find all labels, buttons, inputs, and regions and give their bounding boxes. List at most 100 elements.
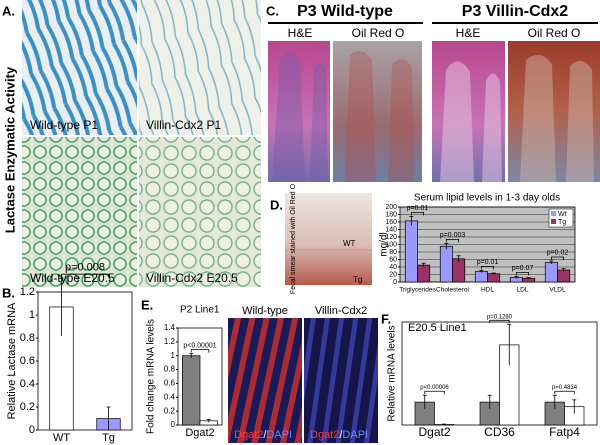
panel-label: E. (141, 297, 153, 312)
panel-label: B. (2, 285, 15, 300)
bar (452, 258, 466, 283)
chart-title: Serum lipid levels in 1-3 day olds (414, 193, 560, 204)
bar (182, 355, 201, 426)
image-fluorescence-cdx2 (304, 318, 378, 443)
x-tick-label: Triglycerides (399, 287, 436, 294)
stain-b: DAPI (342, 429, 368, 441)
y-tick-label: 140 (385, 226, 397, 233)
group-title: P3 Wild-type (297, 3, 393, 20)
significance-bracket (410, 211, 425, 216)
image-label: Villin-Cdx2 (315, 305, 367, 317)
y-axis-label: Relative Lactase mRNA (6, 302, 18, 419)
chart-title: E20.5 Line1 (408, 322, 467, 334)
villi-shape (520, 54, 594, 182)
significance-bracket (190, 349, 210, 353)
stain-label: H&E (456, 26, 481, 40)
y-tick-label: 1.2 (20, 286, 35, 298)
y-tick-label: 0 (393, 279, 397, 286)
y-tick-label: 1.4 (164, 323, 176, 332)
villi-shape (440, 61, 502, 182)
image-cdx2-e20 (139, 137, 261, 287)
image-caption: Fecal smear stained with Oil Red O (290, 183, 297, 294)
bar (487, 273, 501, 283)
image-wt-e20 (22, 137, 137, 287)
x-tick-label: Dgat2 (185, 427, 214, 439)
y-tick-label: 1 (29, 309, 35, 321)
y-tick-label: 180 (385, 211, 397, 218)
legend-label: Wt (558, 211, 567, 218)
x-tick-label: VLDL (549, 287, 566, 294)
y-tick-label: 0.2 (164, 406, 176, 415)
x-tick-label: HDL (481, 287, 494, 294)
y-tick-label: 200 (385, 204, 397, 211)
image-label: Wild-type E20.5 (30, 271, 115, 285)
y-tick-label: 0.8 (20, 332, 35, 344)
stain-label: H&E (288, 26, 313, 40)
legend-label: Tg (558, 219, 566, 226)
x-tick-label: WT (53, 432, 70, 444)
y-tick-label: 0.4 (20, 378, 35, 390)
stain-b: DAPI (266, 429, 292, 441)
side-label: Lactase Enzymatic Activity (2, 66, 17, 233)
y-tick-label: 40 (389, 264, 397, 271)
x-tick-label: Fatp4 (549, 425, 580, 439)
y-tick-label: 120 (385, 234, 397, 241)
y-tick-label: 0.6 (164, 379, 176, 388)
annotation: p=0.02 (547, 250, 569, 257)
x-tick-label: CD36 (484, 425, 515, 439)
legend-swatch (551, 219, 556, 224)
annotation: p=0.07 (512, 265, 534, 272)
x-tick-label: Dgat2 (418, 425, 450, 439)
image-label: Tg (353, 275, 362, 284)
y-axis-label: Relative mRNA levels (387, 325, 398, 421)
significance-bracket (445, 238, 460, 243)
stain-a: Dgat2 (234, 429, 263, 441)
group-title: P3 Villin-Cdx2 (462, 3, 569, 20)
y-tick-label: 0.2 (20, 401, 35, 413)
image-wt-p1 (22, 0, 137, 135)
image-label: WT (343, 239, 356, 248)
significance-bracket (550, 256, 565, 260)
stain-text: Dgat2/DAPI (310, 429, 368, 441)
image-label: Wild-type (242, 305, 288, 317)
image-label: Wild-type P1 (30, 118, 98, 132)
bar (404, 220, 418, 283)
annotation: p=0.008 (65, 262, 105, 274)
significance-bracket (515, 271, 530, 276)
significance-bracket (61, 273, 109, 278)
annotation: p=0.01 (477, 259, 499, 266)
y-tick-label: 1 (171, 351, 176, 360)
image-fecal-smear (285, 193, 372, 285)
villi-shape (272, 52, 328, 182)
image-label: Villin-Cdx2 E20.5 (146, 271, 238, 285)
image-fluorescence-wt (228, 318, 302, 443)
y-tick-label: 160 (385, 219, 397, 226)
annotation: p<0.00006 (420, 385, 449, 391)
image-oro-cdx2 (508, 41, 600, 182)
chart-title: P2 Line1 (180, 305, 220, 316)
y-tick-label: 0 (171, 420, 176, 429)
legend-swatch (551, 211, 556, 216)
x-tick-label: LDL (517, 287, 529, 294)
significance-bracket (480, 265, 495, 270)
annotation: p=0.01 (407, 205, 429, 212)
stain-text: Dgat2/DAPI (234, 429, 292, 441)
y-tick-label: 100 (385, 241, 397, 248)
stain-label: Oil Red O (352, 26, 405, 40)
y-tick-label: 80 (389, 249, 397, 256)
y-tick-label: 20 (389, 271, 397, 278)
villi-shape (345, 51, 414, 182)
panel-label: A. (2, 3, 15, 18)
image-oro-wt (333, 41, 422, 182)
stain-separator: / (339, 429, 343, 441)
panel-label: C. (266, 3, 279, 18)
bar (557, 269, 571, 283)
stain-a: Dgat2 (310, 429, 339, 441)
image-he-wt (268, 41, 330, 182)
significance-bracket (424, 390, 445, 395)
bar (474, 271, 488, 283)
annotation: p<0.00001 (183, 342, 216, 349)
panel-label: D. (270, 197, 283, 212)
